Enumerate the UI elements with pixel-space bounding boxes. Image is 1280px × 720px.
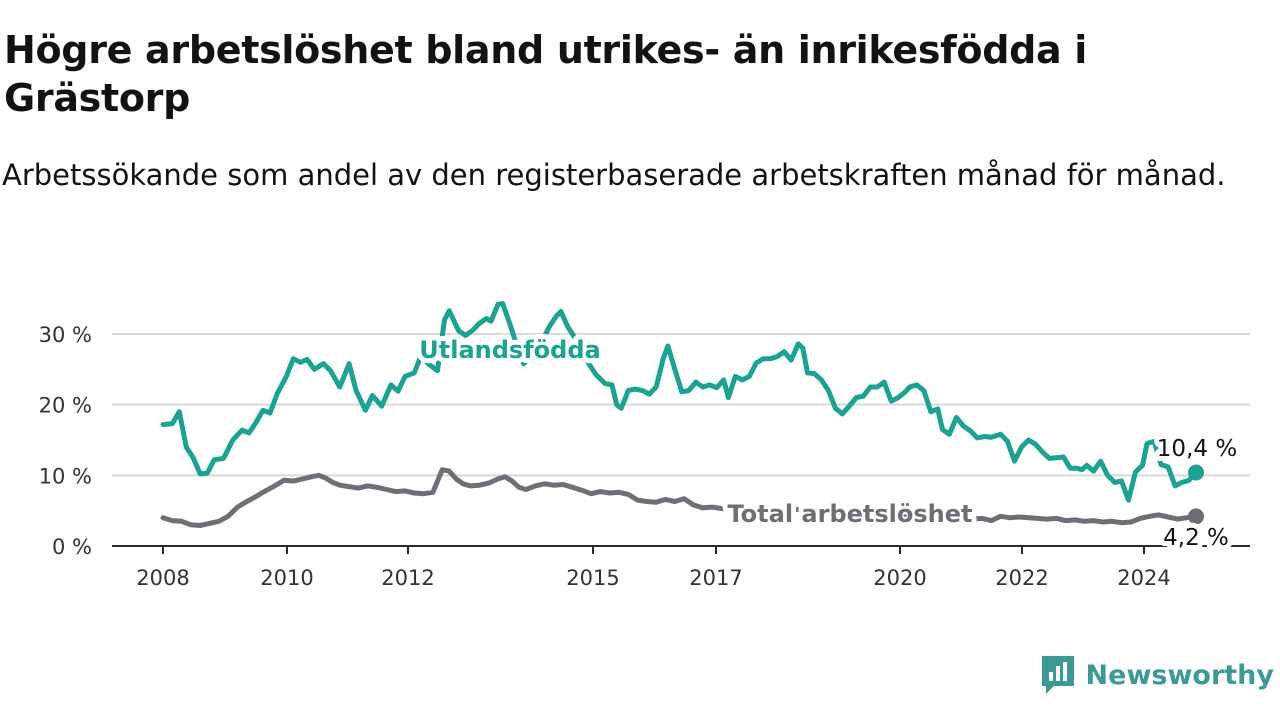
- x-tick-label: 2020: [873, 566, 926, 590]
- x-tick-label: 2010: [260, 566, 313, 590]
- x-tick-label: 2015: [566, 566, 619, 590]
- series-lines: [160, 301, 1204, 528]
- x-tick-label: 2017: [689, 566, 742, 590]
- series-name-utlandsfodda-halo: Utlandsfödda: [419, 336, 600, 364]
- series-name-total: Total arbetslöshet: [727, 500, 972, 528]
- y-tick-label: 0 %: [52, 535, 92, 559]
- x-axis: 2008 2010 2012 2015 2017 2020 2022 2024: [112, 545, 1250, 590]
- brand-logo: Newsworthy: [1040, 654, 1274, 696]
- y-tick-label: 30 %: [39, 323, 92, 347]
- gridlines: [112, 333, 1250, 477]
- end-value-total-halo: 4,2 %: [1163, 525, 1229, 551]
- end-value-utlandsfodda: 10,4 %: [1157, 436, 1237, 462]
- x-tick-label: 2008: [136, 566, 189, 590]
- series-line-utlandsfodda: [160, 301, 1199, 503]
- line-chart: 0 % 10 % 20 % 30 % 2008 2010 2012 2015 2017 2020…: [39, 301, 1250, 590]
- series-name-utlandsfodda: Utlandsfödda: [419, 336, 600, 364]
- y-axis-ticks: 0 % 10 % 20 % 30 %: [39, 323, 92, 559]
- brand-name: Newsworthy: [1085, 659, 1274, 691]
- y-tick-label: 10 %: [39, 464, 92, 488]
- x-tick-label: 2012: [381, 566, 434, 590]
- chart-subtitle: Arbetssökande som andel av den registerb…: [2, 158, 1226, 192]
- series-endpoint: [1188, 464, 1204, 481]
- x-tick-label: 2024: [1117, 566, 1170, 590]
- series-line-total: [160, 467, 1199, 528]
- y-tick-label: 20 %: [39, 394, 92, 418]
- series-endpoint: [1188, 508, 1204, 525]
- series-name-total-halo: Total arbetslöshet: [727, 500, 972, 528]
- x-tick-label: 2022: [995, 566, 1048, 590]
- end-value-total: 4,2 %: [1163, 525, 1229, 551]
- end-value-utlandsfodda-halo: 10,4 %: [1157, 436, 1237, 462]
- chart-title: Högre arbetslöshet bland utrikes- än inr…: [4, 28, 1087, 120]
- newsworthy-logo-icon: [1041, 656, 1074, 694]
